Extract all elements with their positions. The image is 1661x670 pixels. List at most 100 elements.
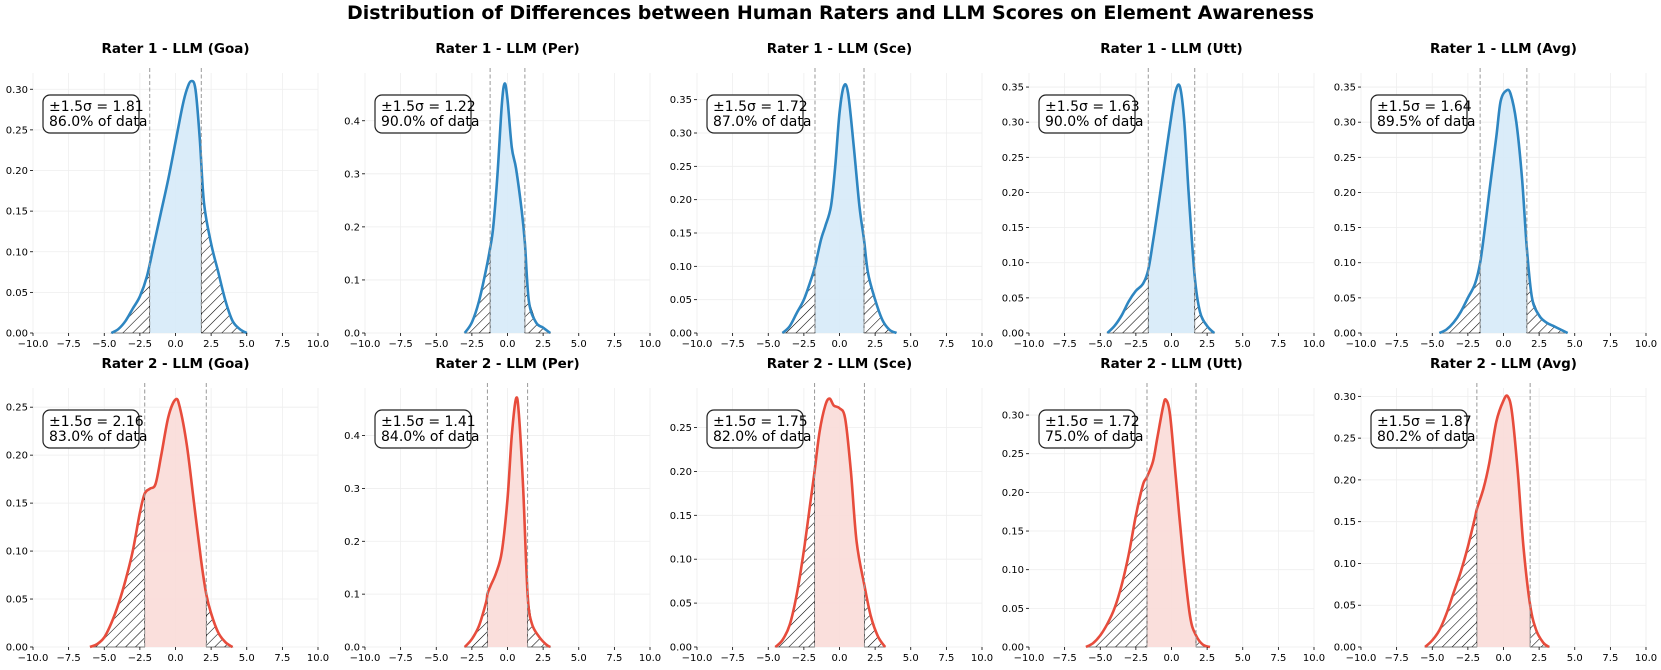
pct-label: 87.0% of data bbox=[713, 114, 811, 130]
x-tick-label: −5.0 bbox=[92, 339, 116, 350]
x-tick-label: 0.0 bbox=[500, 653, 516, 664]
y-tick-label: 0.05 bbox=[6, 288, 28, 299]
y-tick-label: 0.35 bbox=[670, 95, 692, 106]
x-tick-label: −10.0 bbox=[682, 339, 713, 350]
x-tick-label: −2.5 bbox=[1124, 653, 1148, 664]
x-tick-label: −2.5 bbox=[792, 653, 816, 664]
x-tick-label: 7.5 bbox=[274, 653, 290, 664]
center-fill-area bbox=[814, 87, 865, 333]
y-tick-label: 0.05 bbox=[1334, 601, 1356, 612]
density-curve bbox=[110, 79, 248, 335]
center-fill-area bbox=[1146, 400, 1197, 647]
annotation-box bbox=[374, 409, 472, 449]
sigma-label: ±1.5σ = 2.16 bbox=[49, 414, 144, 430]
y-tick-label: 0.4 bbox=[344, 431, 360, 442]
x-tick-label: 0.0 bbox=[1496, 339, 1512, 350]
x-tick-label: −7.5 bbox=[1384, 339, 1408, 350]
annotation-box bbox=[706, 94, 804, 134]
y-tick-label: 0.20 bbox=[670, 195, 692, 206]
y-tick-label: 0.10 bbox=[6, 547, 28, 558]
y-tick-label: 0.0 bbox=[344, 643, 360, 654]
x-tick-label: −10.0 bbox=[1014, 339, 1045, 350]
sigma-label: ±1.5σ = 1.64 bbox=[1377, 99, 1472, 115]
pct-label: 90.0% of data bbox=[381, 114, 479, 130]
y-tick-label: 0.30 bbox=[1334, 392, 1356, 403]
x-tick-label: 5.0 bbox=[1235, 653, 1251, 664]
y-tick-label: 0.35 bbox=[1334, 83, 1356, 94]
y-tick-label: 0.25 bbox=[6, 125, 28, 136]
x-tick-label: 5.0 bbox=[1567, 653, 1583, 664]
y-tick-label: 0.00 bbox=[670, 643, 692, 654]
annotation-box bbox=[374, 94, 472, 134]
y-tick-label: 0.25 bbox=[1002, 449, 1024, 460]
y-tick-label: 0.25 bbox=[1334, 434, 1356, 445]
y-tick-label: 0.25 bbox=[6, 403, 28, 414]
y-tick-label: 0.10 bbox=[670, 262, 692, 273]
x-tick-label: 5.0 bbox=[239, 653, 255, 664]
subplot-title: Rater 2 - LLM (Utt) bbox=[1100, 356, 1242, 372]
x-tick-label: 7.5 bbox=[938, 653, 954, 664]
y-tick-label: 0.00 bbox=[1002, 643, 1024, 654]
subplot-title: Rater 1 - LLM (Utt) bbox=[1100, 41, 1242, 57]
right-tail-hatch bbox=[200, 161, 248, 334]
annotation-box bbox=[42, 409, 140, 449]
subplot-title: Rater 2 - LLM (Avg) bbox=[1430, 356, 1577, 372]
x-tick-label: 5.0 bbox=[571, 339, 587, 350]
sigma-label: ±1.5σ = 1.87 bbox=[1377, 414, 1472, 430]
x-tick-label: −2.5 bbox=[792, 339, 816, 350]
y-tick-label: 0.10 bbox=[1002, 258, 1024, 269]
subplot-title: Rater 1 - LLM (Avg) bbox=[1430, 41, 1577, 57]
x-tick-label: −7.5 bbox=[56, 653, 80, 664]
subplot-0-0: Rater 1 - LLM (Goa) −10.0 −7.5 −5.0 −2.5 0.0 2… bbox=[6, 41, 329, 350]
density-curve bbox=[1085, 397, 1211, 649]
x-tick-label: 2.5 bbox=[1531, 653, 1547, 664]
x-tick-label: −5.0 bbox=[1420, 339, 1444, 350]
density-curve bbox=[1424, 394, 1550, 649]
x-tick-label: 7.5 bbox=[1270, 339, 1286, 350]
x-tick-label: 10.0 bbox=[1635, 653, 1657, 664]
pct-label: 82.0% of data bbox=[713, 429, 811, 445]
density-curve bbox=[89, 397, 234, 649]
x-tick-label: 0.0 bbox=[832, 653, 848, 664]
x-tick-label: −7.5 bbox=[1052, 339, 1076, 350]
x-tick-label: 5.0 bbox=[1567, 339, 1583, 350]
center-fill-area bbox=[490, 84, 525, 333]
x-tick-label: 5.0 bbox=[571, 653, 587, 664]
x-tick-label: −2.5 bbox=[460, 339, 484, 350]
pct-label: 80.2% of data bbox=[1377, 429, 1475, 445]
x-tick-label: 10.0 bbox=[1635, 339, 1657, 350]
x-tick-label: −5.0 bbox=[92, 653, 116, 664]
sigma-label: ±1.5σ = 1.63 bbox=[1045, 99, 1140, 115]
density-curve bbox=[463, 82, 552, 335]
x-tick-label: 2.5 bbox=[1199, 339, 1215, 350]
annotation-box bbox=[1038, 409, 1136, 449]
x-tick-label: 2.5 bbox=[1199, 653, 1215, 664]
y-tick-label: 0.2 bbox=[344, 222, 360, 233]
figure-title: Distribution of Differences between Huma… bbox=[346, 2, 1315, 24]
x-tick-label: −2.5 bbox=[128, 339, 152, 350]
x-tick-label: 7.5 bbox=[606, 339, 622, 350]
x-tick-label: 5.0 bbox=[1235, 339, 1251, 350]
annotation-box bbox=[706, 409, 804, 449]
x-tick-label: 10.0 bbox=[971, 339, 993, 350]
right-tail-hatch bbox=[1526, 248, 1568, 334]
subplot-1-3: Rater 2 - LLM (Utt) −10.0 −7.5 −5.0 −2.5 0.0 2… bbox=[1002, 356, 1325, 664]
sigma-label: ±1.5σ = 1.41 bbox=[381, 414, 476, 430]
x-tick-label: −7.5 bbox=[388, 339, 412, 350]
left-tail-hatch bbox=[464, 594, 488, 648]
y-tick-label: 0.05 bbox=[6, 595, 28, 606]
subplot-title: Rater 1 - LLM (Per) bbox=[435, 41, 579, 57]
subplot-0-3: Rater 1 - LLM (Utt) −10.0 −7.5 −5.0 −2.5 0.0 2… bbox=[1002, 41, 1325, 350]
x-tick-label: −5.0 bbox=[756, 339, 780, 350]
center-fill-area bbox=[814, 398, 865, 647]
y-tick-label: 0.20 bbox=[1334, 475, 1356, 486]
y-tick-label: 0.20 bbox=[670, 467, 692, 478]
y-tick-label: 0.3 bbox=[344, 484, 360, 495]
y-tick-label: 0.20 bbox=[1002, 488, 1024, 499]
left-tail-hatch bbox=[110, 263, 151, 334]
x-tick-label: 5.0 bbox=[903, 653, 919, 664]
density-curve bbox=[781, 83, 898, 335]
x-tick-label: 0.0 bbox=[832, 339, 848, 350]
x-tick-label: −10.0 bbox=[18, 339, 49, 350]
x-tick-label: −10.0 bbox=[682, 653, 713, 664]
